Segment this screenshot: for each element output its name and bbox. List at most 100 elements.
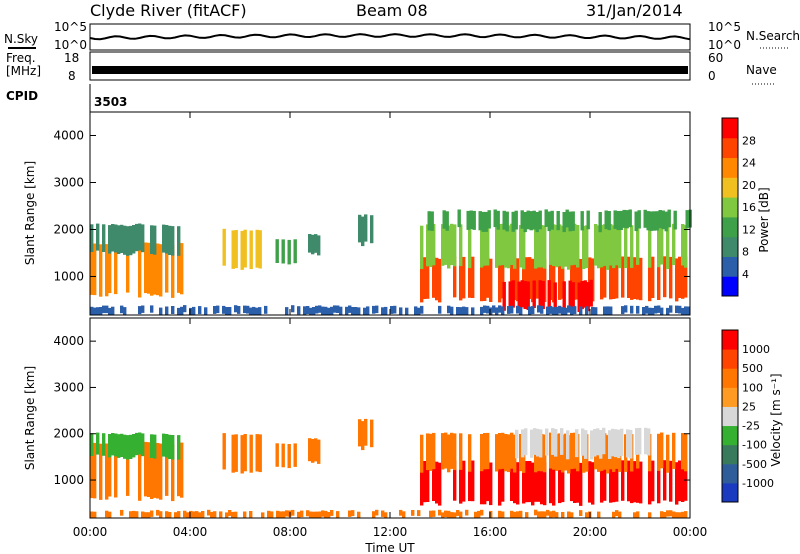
- power-cell: [486, 305, 490, 314]
- velocity-cell: [524, 428, 528, 456]
- power-cell: [549, 306, 553, 314]
- velocity-cell: [270, 511, 274, 518]
- power-cell: [420, 305, 424, 314]
- power-cell: [132, 225, 136, 254]
- power-cell: [613, 210, 617, 229]
- noise-sky-trace: [89, 33, 691, 41]
- cpid-value: 3503: [94, 95, 127, 109]
- power-cell: [681, 224, 685, 266]
- velocity-cell: [348, 510, 352, 517]
- power-colorbar: 4 8 12 16 20 24 28: [721, 117, 756, 297]
- power-colorbar-swatch: [722, 118, 738, 139]
- velocity-cell: [537, 460, 541, 502]
- velocity-y-axis: 1000 2000 3000 4000: [53, 334, 690, 487]
- velocity-cell: [540, 462, 544, 505]
- velocity-cell: [108, 511, 112, 518]
- velocity-cell: [635, 428, 639, 455]
- power-cell: [165, 306, 169, 315]
- velocity-colorbar-swatch: [722, 463, 738, 484]
- power-cell: [447, 225, 451, 269]
- velocity-cell: [123, 434, 127, 459]
- velocity-cell: [573, 432, 577, 469]
- power-cell: [576, 225, 580, 268]
- power-cell: [508, 281, 512, 310]
- power-cell: [309, 307, 313, 315]
- power-cell: [519, 225, 523, 268]
- velocity-cell: [576, 461, 580, 503]
- velocity-cell: [552, 510, 556, 518]
- power-cell: [308, 234, 312, 253]
- x-tick-label: 16:00: [473, 525, 508, 539]
- power-cell: [285, 307, 289, 315]
- velocity-cell: [515, 429, 519, 459]
- power-cell: [483, 305, 487, 313]
- power-cell: [126, 242, 130, 293]
- power-cell: [390, 306, 394, 314]
- velocity-cell: [222, 433, 226, 470]
- velocity-cell: [561, 512, 565, 518]
- power-cell: [609, 224, 613, 266]
- power-cell: [150, 305, 154, 313]
- power-cell: [275, 239, 279, 263]
- power-cell: [523, 281, 527, 309]
- power-cell: [624, 225, 628, 269]
- power-cell: [493, 209, 497, 228]
- power-cell: [585, 306, 589, 315]
- power-cell: [234, 305, 238, 313]
- velocity-cell: [575, 429, 579, 458]
- power-cell: [612, 257, 616, 299]
- velocity-cell: [537, 511, 541, 518]
- velocity-cell: [309, 511, 313, 518]
- power-cell: [311, 234, 315, 255]
- velocity-cell: [606, 435, 610, 474]
- power-cell: [637, 210, 641, 229]
- power-cell: [297, 306, 301, 315]
- power-cell: [516, 258, 520, 302]
- power-cell: [663, 256, 667, 298]
- power-cell: [666, 307, 670, 315]
- velocity-cell: [549, 461, 553, 504]
- velocity-cell: [584, 430, 588, 459]
- power-cell: [519, 307, 523, 315]
- power-cell: [457, 209, 461, 228]
- power-cell: [450, 223, 454, 266]
- power-cell: [501, 223, 505, 266]
- power-cell: [507, 306, 511, 314]
- power-cell: [600, 257, 604, 300]
- power-cell: [501, 306, 505, 315]
- power-cell: [441, 224, 445, 266]
- power-cell: [159, 244, 163, 297]
- velocity-cell: [459, 461, 463, 504]
- velocity-cell: [678, 512, 682, 518]
- velocity-cell: [480, 509, 484, 516]
- velocity-cell: [311, 439, 315, 463]
- velocity-cell: [590, 430, 594, 460]
- power-cell: [667, 209, 671, 228]
- power-cell: [108, 242, 112, 294]
- power-cell: [486, 224, 490, 266]
- velocity-colorbar-swatch: [722, 368, 738, 388]
- power-cell: [484, 211, 488, 232]
- velocity-cell: [519, 510, 523, 518]
- power-cell: [580, 211, 584, 231]
- power-cell: [657, 305, 661, 313]
- power-cell: [607, 211, 611, 231]
- velocity-cell: [486, 460, 490, 502]
- power-cell: [495, 225, 499, 268]
- velocity-cell: [108, 434, 112, 458]
- power-cell: [513, 225, 517, 269]
- power-cell: [550, 210, 554, 230]
- velocity-cell: [90, 433, 94, 456]
- velocity-cell: [201, 511, 205, 518]
- velocity-cell: [657, 433, 661, 471]
- velocity-cell: [611, 428, 615, 457]
- power-cell: [114, 224, 118, 253]
- power-cell: [99, 244, 103, 297]
- power-cell: [541, 281, 545, 309]
- velocity-cell: [177, 441, 181, 497]
- velocity-cell: [516, 462, 520, 505]
- power-cell: [628, 209, 632, 228]
- power-cell: [108, 307, 112, 315]
- power-cell: [351, 307, 355, 315]
- velocity-cell: [372, 511, 376, 518]
